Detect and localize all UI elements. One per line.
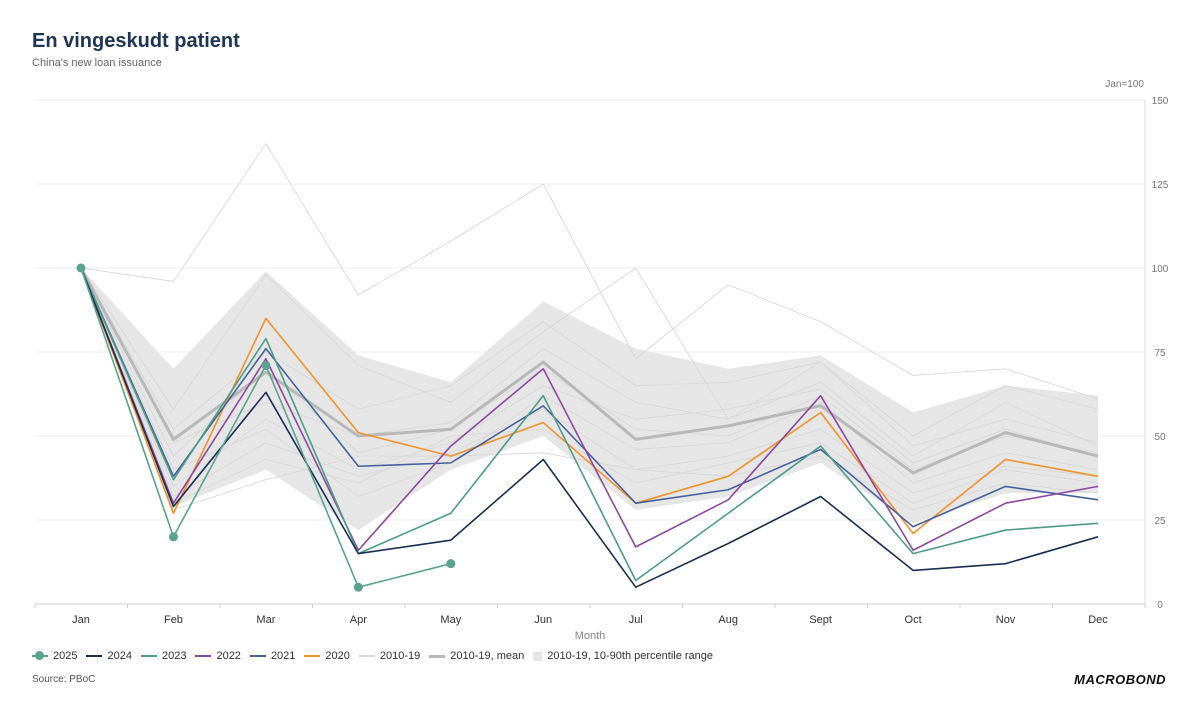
legend-item: 2010-19 — [358, 650, 421, 662]
legend-item: 2025 — [32, 650, 77, 662]
x-tick-label: Feb — [164, 614, 183, 626]
series-point-2025 — [76, 263, 86, 273]
legend-label: 2024 — [107, 650, 132, 662]
series-line-2022 — [80, 267, 1099, 552]
legend-label: 2023 — [161, 650, 187, 662]
legend-swatch — [304, 655, 321, 657]
legend-item: 2023 — [140, 650, 187, 662]
series-point-2025 — [353, 582, 363, 592]
series-line-2024 — [80, 267, 1099, 589]
legend-label: 2021 — [270, 650, 296, 662]
legend-item: 2024 — [86, 650, 132, 662]
series-line-2010-19 — [80, 142, 1099, 400]
legend-item: 2022 — [195, 650, 241, 662]
legend-swatch — [32, 651, 48, 660]
x-tick-label: May — [440, 614, 461, 626]
series-line-2010-19 — [80, 267, 1099, 498]
legend-label: 2010-19 — [379, 650, 421, 662]
series-line-2023 — [80, 267, 1099, 582]
legend-item: 2021 — [249, 650, 296, 662]
chart-subtitle: China's new loan issuance — [32, 57, 162, 69]
series-line-2010-19 — [80, 267, 1099, 447]
x-axis-title: Month — [575, 630, 606, 640]
legend-label: 2010-19, mean — [450, 650, 525, 662]
y-tick-label: 150 — [1152, 96, 1169, 107]
x-tick-label: Mar — [256, 614, 275, 626]
y-tick-label: 100 — [1152, 264, 1169, 275]
legend-label: 2025 — [53, 650, 78, 662]
source-note: Source: PBoC — [32, 674, 96, 685]
chart-legend: 2025 2024 2023 2022 2021 2020 2010-19 2010-19, … — [32, 650, 722, 662]
legend-item: 2010-19, 10-90th percentile range — [533, 650, 713, 662]
legend-swatch — [86, 655, 103, 657]
y-tick-label: 25 — [1154, 516, 1166, 527]
y-tick-label: 75 — [1154, 348, 1166, 359]
series-line-2010-19 — [80, 267, 1099, 511]
x-tick-label: Aug — [718, 614, 738, 626]
legend-label: 2010-19, 10-90th percentile range — [547, 650, 714, 662]
macrobond-logo: MACROBOND — [1074, 672, 1166, 687]
y-tick-label: 0 — [1157, 600, 1163, 611]
y-unit-label: Jan=100 — [1105, 79, 1144, 90]
series-line-2021 — [80, 267, 1099, 528]
x-tick-label: Jan — [72, 614, 90, 626]
y-tick-label: 50 — [1154, 432, 1166, 443]
x-tick-label: Oct — [905, 614, 922, 626]
series-line-2010-19 — [80, 267, 1099, 497]
legend-swatch — [195, 655, 212, 657]
x-tick-label: Dec — [1088, 614, 1108, 626]
series-point-2025 — [446, 559, 456, 569]
series-line-2010-19 — [80, 267, 1099, 437]
x-tick-label: Jul — [629, 614, 643, 626]
chart-title: En vingeskudt patient — [32, 30, 240, 52]
series-line-2020 — [80, 267, 1099, 535]
legend-swatch — [140, 655, 157, 657]
legend-swatch — [358, 655, 375, 657]
x-tick-label: Jun — [534, 614, 552, 626]
series-line-2010-19 — [80, 267, 1099, 457]
legend-item: 2020 — [304, 650, 350, 662]
series-point-2025 — [168, 532, 178, 542]
series-point-2025 — [261, 360, 271, 370]
legend-swatch — [249, 655, 266, 657]
legend-label: 2020 — [325, 650, 350, 662]
legend-item: 2010-19, mean — [429, 650, 524, 662]
legend-swatch — [533, 651, 543, 661]
x-tick-label: Nov — [996, 614, 1016, 626]
line-chart: 0 25 50 75 100 125 150 Jan Feb Mar Apr May Jun Jul Aug… — [34, 96, 1169, 640]
x-tick-label: Sept — [809, 614, 832, 626]
legend-label: 2022 — [216, 650, 241, 662]
x-tick-label: Apr — [350, 614, 367, 626]
y-tick-label: 125 — [1152, 180, 1169, 191]
legend-swatch — [429, 654, 446, 658]
